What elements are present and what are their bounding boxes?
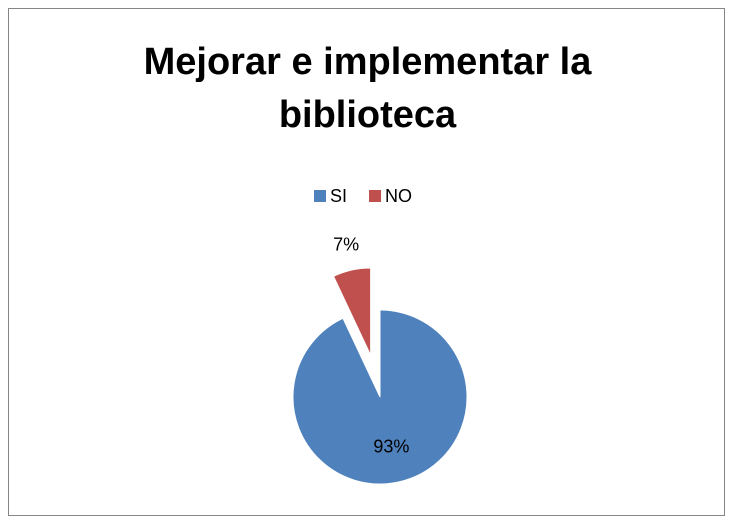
legend-label: SI: [330, 186, 347, 206]
legend-swatch: [369, 190, 382, 202]
title-box: Mejorar e implementar la biblioteca: [0, 36, 735, 142]
chart-frame: [8, 8, 725, 516]
data-label: 93%: [373, 437, 409, 457]
chart-title: Mejorar e implementar la biblioteca: [143, 41, 592, 136]
data-label: 7%: [333, 234, 359, 254]
pie-slice: [332, 267, 372, 356]
legend-swatch: [314, 190, 326, 202]
pie-slice: [292, 309, 468, 485]
legend-label: NO: [385, 186, 412, 206]
